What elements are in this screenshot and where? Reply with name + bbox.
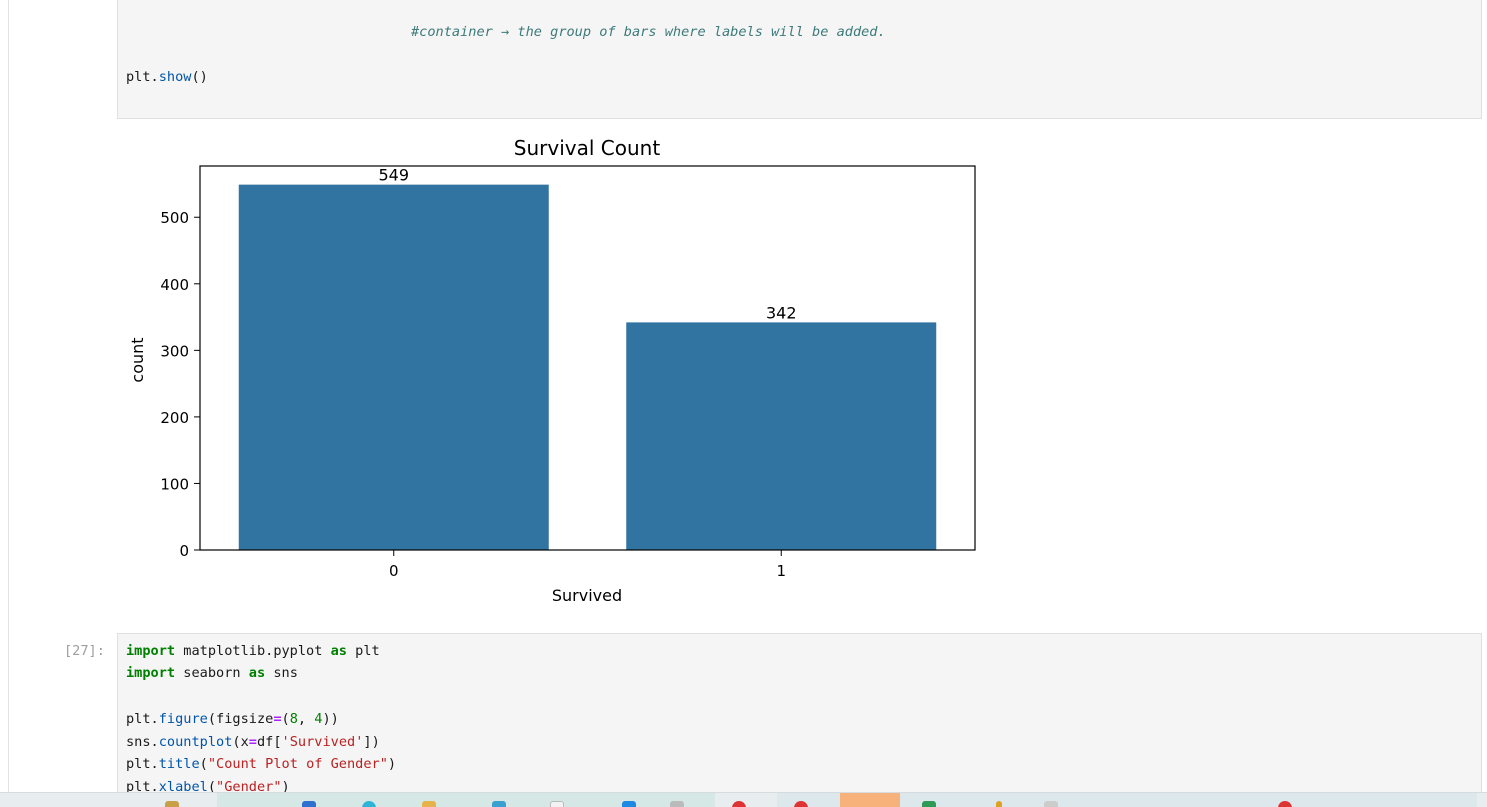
notebook-left-rule — [0, 0, 9, 792]
taskbar-app-icon[interactable] — [422, 801, 436, 807]
data-label-1: 342 — [766, 303, 797, 322]
taskbar — [0, 792, 1487, 807]
taskbar-app-icon[interactable] — [1044, 801, 1058, 807]
taskbar-app-icon[interactable] — [922, 801, 936, 807]
x-tick-label-0: 0 — [389, 562, 399, 580]
taskbar-app-icon[interactable] — [165, 801, 179, 807]
taskbar-app-icon[interactable] — [550, 801, 564, 807]
code-line-show: plt.show() — [126, 69, 208, 85]
axes-frame — [199, 165, 976, 551]
code-line-6: plt.title("Count Plot of Gender") — [126, 756, 397, 772]
taskbar-app-icon[interactable] — [362, 801, 376, 807]
taskbar-app-icon[interactable] — [492, 801, 506, 807]
x-tick-label-1: 1 — [776, 562, 786, 580]
code-line-4: plt.figure(figsize=(8, 4)) — [126, 711, 339, 727]
x-axis-label: Survived — [552, 586, 622, 605]
taskbar-active-app[interactable] — [840, 793, 900, 807]
taskbar-app-icon[interactable] — [996, 801, 1002, 807]
code-cell-previous[interactable]: #container → the group of bars where lab… — [117, 0, 1482, 119]
taskbar-app-icon[interactable] — [670, 801, 684, 807]
data-label-0: 549 — [378, 166, 409, 185]
code-line-5: sns.countplot(x=df['Survived']) — [126, 734, 380, 750]
taskbar-segment — [217, 793, 715, 807]
y-tick-label: 500 — [160, 209, 189, 227]
code-cell-current[interactable]: import matplotlib.pyplot as plt import s… — [117, 633, 1482, 803]
chart-title: Survival Count — [514, 136, 661, 160]
bar-0 — [238, 184, 549, 550]
y-tick-label: 0 — [179, 542, 189, 560]
taskbar-app-icon[interactable] — [622, 801, 636, 807]
y-tick-label: 400 — [160, 276, 189, 294]
y-axis-label: count — [128, 337, 147, 382]
output-chart: Survival Count 549034210100200300400500 … — [128, 136, 976, 605]
code-comment-line: #container → the group of bars where lab… — [411, 24, 886, 40]
y-tick-label: 200 — [160, 409, 189, 427]
y-tick-label: 300 — [160, 342, 189, 360]
code-line-2: import seaborn as sns — [126, 665, 298, 681]
code-line-7: plt.xlabel("Gender") — [126, 779, 290, 795]
taskbar-app-icon[interactable] — [1278, 801, 1292, 807]
y-tick-label: 100 — [160, 475, 189, 493]
taskbar-app-icon[interactable] — [794, 801, 808, 807]
bar-1 — [626, 322, 937, 550]
taskbar-segment — [777, 793, 1477, 807]
taskbar-app-icon[interactable] — [302, 801, 316, 807]
code-line-1: import matplotlib.pyplot as plt — [126, 643, 380, 659]
taskbar-app-icon[interactable] — [732, 801, 746, 807]
plot-area: 549 0 342 1 0 100 200 300 400 500 — [160, 166, 937, 580]
cell-prompt: [27]: — [64, 643, 105, 659]
